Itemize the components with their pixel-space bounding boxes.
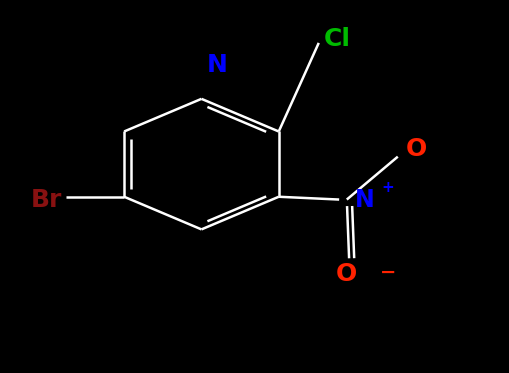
Text: +: + xyxy=(380,180,393,195)
Text: Br: Br xyxy=(31,188,62,211)
Text: O: O xyxy=(405,137,426,161)
Text: O: O xyxy=(335,262,357,286)
Text: N: N xyxy=(354,188,374,211)
Text: Cl: Cl xyxy=(323,27,350,51)
Text: −: − xyxy=(379,263,395,282)
Text: N: N xyxy=(206,53,227,77)
